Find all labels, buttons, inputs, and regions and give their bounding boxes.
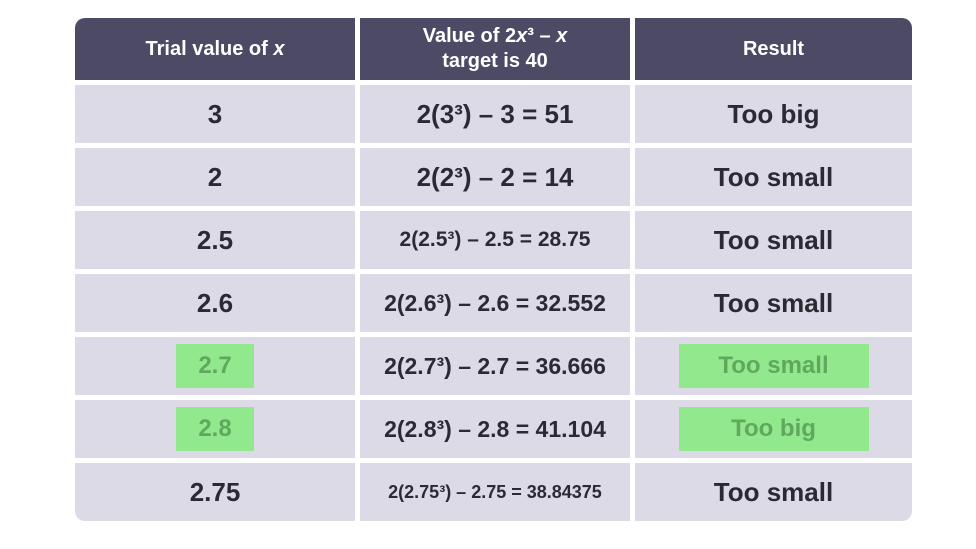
result-cell: Too small — [635, 274, 912, 332]
trial-cell: 2.5 — [75, 211, 355, 269]
value-cell: 2(2.75³) – 2.75 = 38.84375 — [360, 463, 630, 521]
result-cell: Too small — [635, 463, 912, 521]
value-cell: 2(2.6³) – 2.6 = 32.552 — [360, 274, 630, 332]
trial-cell: 2 — [75, 148, 355, 206]
trial-cell: 2.6 — [75, 274, 355, 332]
result-cell: Too small — [635, 148, 912, 206]
trial-and-improvement-table: Trial value of x Value of 2x³ – x target… — [75, 18, 912, 521]
value-cell: 2(2.7³) – 2.7 = 36.666 — [360, 337, 630, 395]
variable-x: x — [273, 37, 285, 60]
header-trial-value-text: Trial value of x — [145, 37, 285, 60]
highlight-box-trial: 2.7 — [176, 344, 254, 388]
trial-cell: 2.8 — [75, 400, 355, 458]
value-cell: 2(2.8³) – 2.8 = 41.104 — [360, 400, 630, 458]
value-cell: 2(3³) – 3 = 51 — [360, 85, 630, 143]
result-cell: Too small — [635, 337, 912, 395]
variable-x: x — [516, 25, 528, 47]
highlight-box-result: Too big — [678, 407, 869, 451]
trial-cell: 2.7 — [75, 337, 355, 395]
header-value-line2: target is 40 — [442, 50, 548, 72]
header-trial-value: Trial value of x — [75, 18, 355, 80]
header-value-expression: Value of 2x³ – x target is 40 — [360, 18, 630, 80]
value-cell: 2(2.5³) – 2.5 = 28.75 — [360, 211, 630, 269]
header-value-line1: Value of 2x³ – x — [422, 25, 568, 47]
result-cell: Too small — [635, 211, 912, 269]
result-cell: Too big — [635, 85, 912, 143]
result-cell: Too big — [635, 400, 912, 458]
highlight-box-result: Too small — [678, 344, 869, 388]
variable-x: x — [556, 25, 568, 47]
highlight-box-trial: 2.8 — [176, 407, 254, 451]
value-cell: 2(2³) – 2 = 14 — [360, 148, 630, 206]
trial-cell: 2.75 — [75, 463, 355, 521]
header-result: Result — [635, 18, 912, 80]
trial-cell: 3 — [75, 85, 355, 143]
